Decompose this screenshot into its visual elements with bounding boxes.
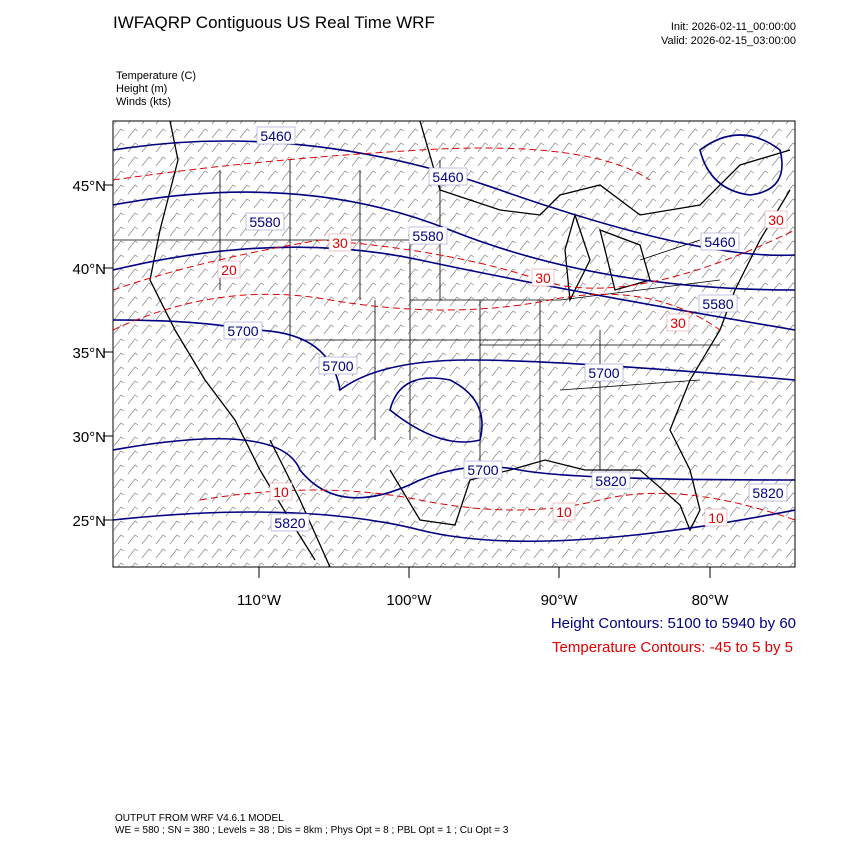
height-label: 5700 (227, 323, 258, 339)
footer-line: OUTPUT FROM WRF V4.6.1 MODEL (115, 813, 284, 824)
height-label: 5700 (467, 462, 498, 478)
temperature-label: 30 (670, 315, 686, 331)
latitude-label: 35°N (72, 345, 106, 362)
height-label: 5820 (274, 515, 305, 531)
temperature-label-box (531, 268, 555, 287)
field-list: Temperature (C)Height (m)Winds (kts) (116, 70, 196, 108)
map-labels: 45°N 40°N 35°N 30°N 25°N 110°W 100°W 90°W 80°W 54… (72, 126, 788, 609)
height-label: 5820 (752, 485, 783, 501)
height-label-box (584, 363, 624, 382)
temperature-label-box (217, 260, 241, 279)
valid-time: Valid: 2026-02-15_03:00:00 (661, 35, 796, 47)
height-label-box (698, 294, 738, 313)
height-label: 5700 (322, 358, 353, 374)
temperature-label: 10 (273, 484, 289, 500)
longitude-label: 100°W (386, 592, 432, 609)
temperature-label: 10 (556, 504, 572, 520)
height-label: 5820 (595, 473, 626, 489)
height-legend: Height Contours: 5100 to 5940 by 60 (551, 615, 796, 632)
height-label-box (408, 226, 448, 245)
init-time: Init: 2026-02-11_00:00:00 (671, 21, 796, 33)
height-label: 5700 (588, 365, 619, 381)
latitude-label: 40°N (72, 261, 106, 278)
field-name: Winds (kts) (116, 96, 171, 108)
longitude-label: 80°W (692, 592, 730, 609)
temperature-label: 30 (535, 270, 551, 286)
height-label-box (318, 356, 358, 375)
height-label-box (748, 483, 788, 502)
latitude-label: 45°N (72, 178, 106, 195)
latitude-label: 25°N (72, 513, 106, 530)
footer-line: WE = 580 ; SN = 380 ; Levels = 38 ; Dis … (115, 825, 509, 836)
height-label-box (270, 513, 310, 532)
temperature-label: 20 (221, 262, 237, 278)
temperature-label-box (552, 502, 576, 521)
height-label: 5460 (432, 169, 463, 185)
height-label-box (223, 321, 263, 340)
height-label: 5580 (249, 214, 280, 230)
borders (113, 160, 721, 470)
field-name: Height (m) (116, 83, 167, 95)
coastline (149, 121, 791, 567)
temperature-label: 10 (708, 510, 724, 526)
height-label: 5580 (702, 296, 733, 312)
temperature-label-box (704, 508, 728, 527)
latitude-label: 30°N (72, 429, 106, 446)
height-label: 5460 (260, 128, 291, 144)
temperature-label-box (269, 482, 293, 501)
height-label-box (591, 471, 631, 490)
temperature-label: 30 (768, 212, 784, 228)
map (113, 121, 795, 567)
map-frame (112, 120, 796, 568)
temperature-label: 30 (332, 235, 348, 251)
height-label: 5580 (412, 228, 443, 244)
height-label-box (700, 232, 740, 251)
temperature-legend: Temperature Contours: -45 to 5 by 5 (552, 639, 793, 656)
temperature-label-box (666, 313, 690, 332)
field-name: Temperature (C) (116, 70, 196, 82)
height-label-box (428, 167, 468, 186)
longitude-label: 90°W (541, 592, 579, 609)
height-label-box (463, 460, 503, 479)
wind-barbs (113, 121, 795, 567)
temperature-label-box (764, 210, 788, 229)
title: IWFAQRP Contiguous US Real Time WRF (113, 13, 435, 32)
height-label-box (256, 126, 296, 145)
height-label: 5460 (704, 234, 735, 250)
temperature-label-box (328, 233, 352, 252)
height-label-box (245, 212, 285, 231)
longitude-label: 110°W (237, 592, 282, 609)
